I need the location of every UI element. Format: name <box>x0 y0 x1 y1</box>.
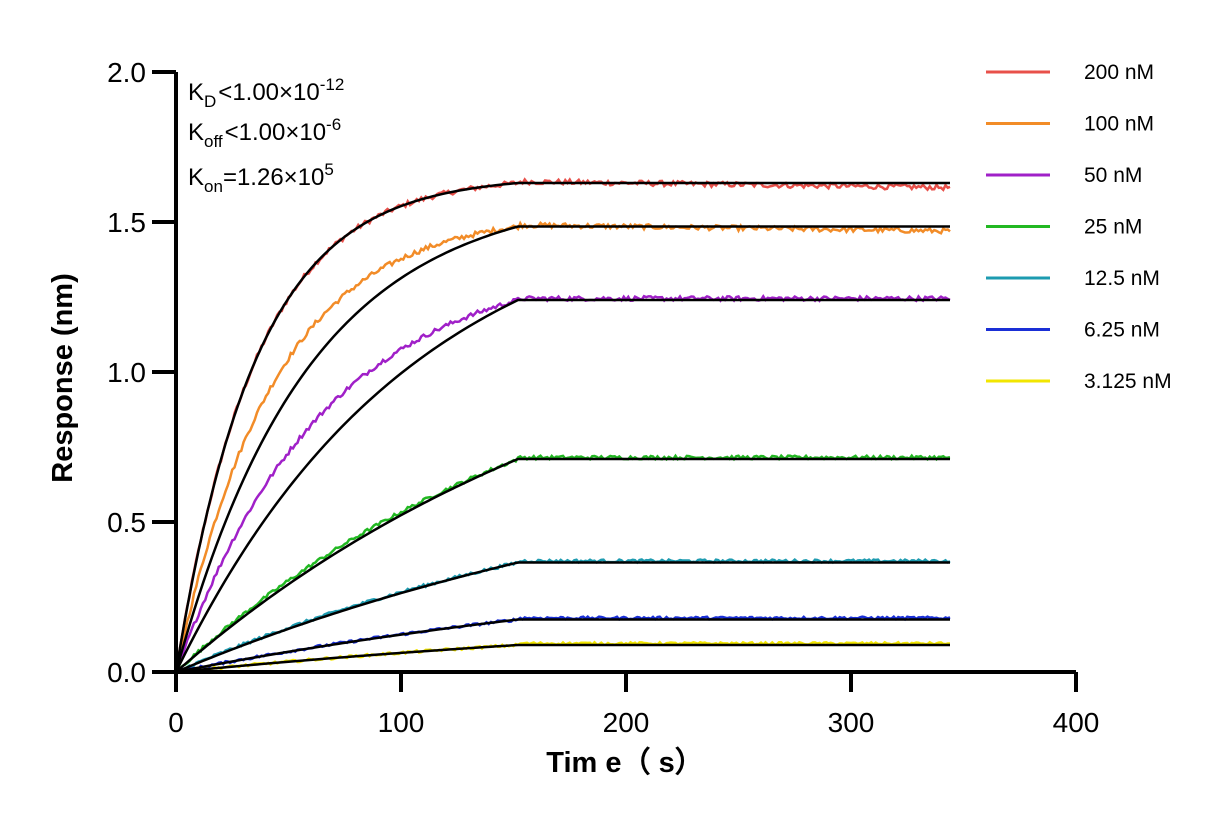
y-axis-title: Response (nm) <box>47 273 79 482</box>
legend-label: 200 nM <box>1084 61 1154 84</box>
y-tick-label: 0.0 <box>107 657 146 688</box>
kon-annotation: Kon=1.26×105 <box>188 160 334 196</box>
y-tick-label: 1.0 <box>107 357 146 388</box>
legend-label: 6.25 nM <box>1084 319 1160 342</box>
x-tick-label: 0 <box>168 707 184 738</box>
y-tick-label: 0.5 <box>107 507 146 538</box>
y-tick-label: 1.5 <box>107 207 146 238</box>
x-axis-title: Tim e（ s） <box>546 746 703 779</box>
x-tick-label: 100 <box>378 707 425 738</box>
x-tick-label: 300 <box>828 707 875 738</box>
legend-label: 50 nM <box>1084 164 1142 187</box>
fit-series-3 <box>174 298 950 673</box>
fit-series-5 <box>175 561 950 674</box>
legend-label: 100 nM <box>1084 113 1154 136</box>
fit-series-7 <box>175 643 950 674</box>
x-tick-label: 200 <box>603 707 650 738</box>
x-tick-label: 400 <box>1053 707 1100 738</box>
koff-annotation: Koff<1.00×10-6 <box>188 115 341 151</box>
x-axis-ticks: 0 100 200 300 400 <box>168 672 1099 738</box>
measured-series-7 <box>175 640 951 674</box>
plot-area <box>174 177 951 674</box>
legend-label: 3.125 nM <box>1084 370 1172 393</box>
legend-label: 25 nM <box>1084 216 1142 239</box>
legend: 200 nM 100 nM 50 nM 25 nM 12.5 nM 6.25 nM 3.12… <box>986 61 1172 393</box>
y-axis-ticks: 0.0 0.5 1.0 1.5 2.0 <box>107 57 176 688</box>
y-tick-label: 2.0 <box>107 57 146 88</box>
measured-series-1 <box>174 177 951 673</box>
measured-series-2 <box>174 220 951 673</box>
kinetic-annotations: KD<1.00×10-12 Koff<1.00×10-6 Kon=1.26×10… <box>188 75 344 196</box>
fit-series-4 <box>175 457 950 673</box>
measured-series-5 <box>175 557 951 674</box>
fit-series-6 <box>175 618 950 674</box>
legend-label: 12.5 nM <box>1084 267 1160 290</box>
fit-series-2 <box>174 225 950 673</box>
fit-series-1 <box>174 181 950 673</box>
measured-series-4 <box>175 453 951 673</box>
kd-annotation: KD<1.00×10-12 <box>188 75 344 111</box>
